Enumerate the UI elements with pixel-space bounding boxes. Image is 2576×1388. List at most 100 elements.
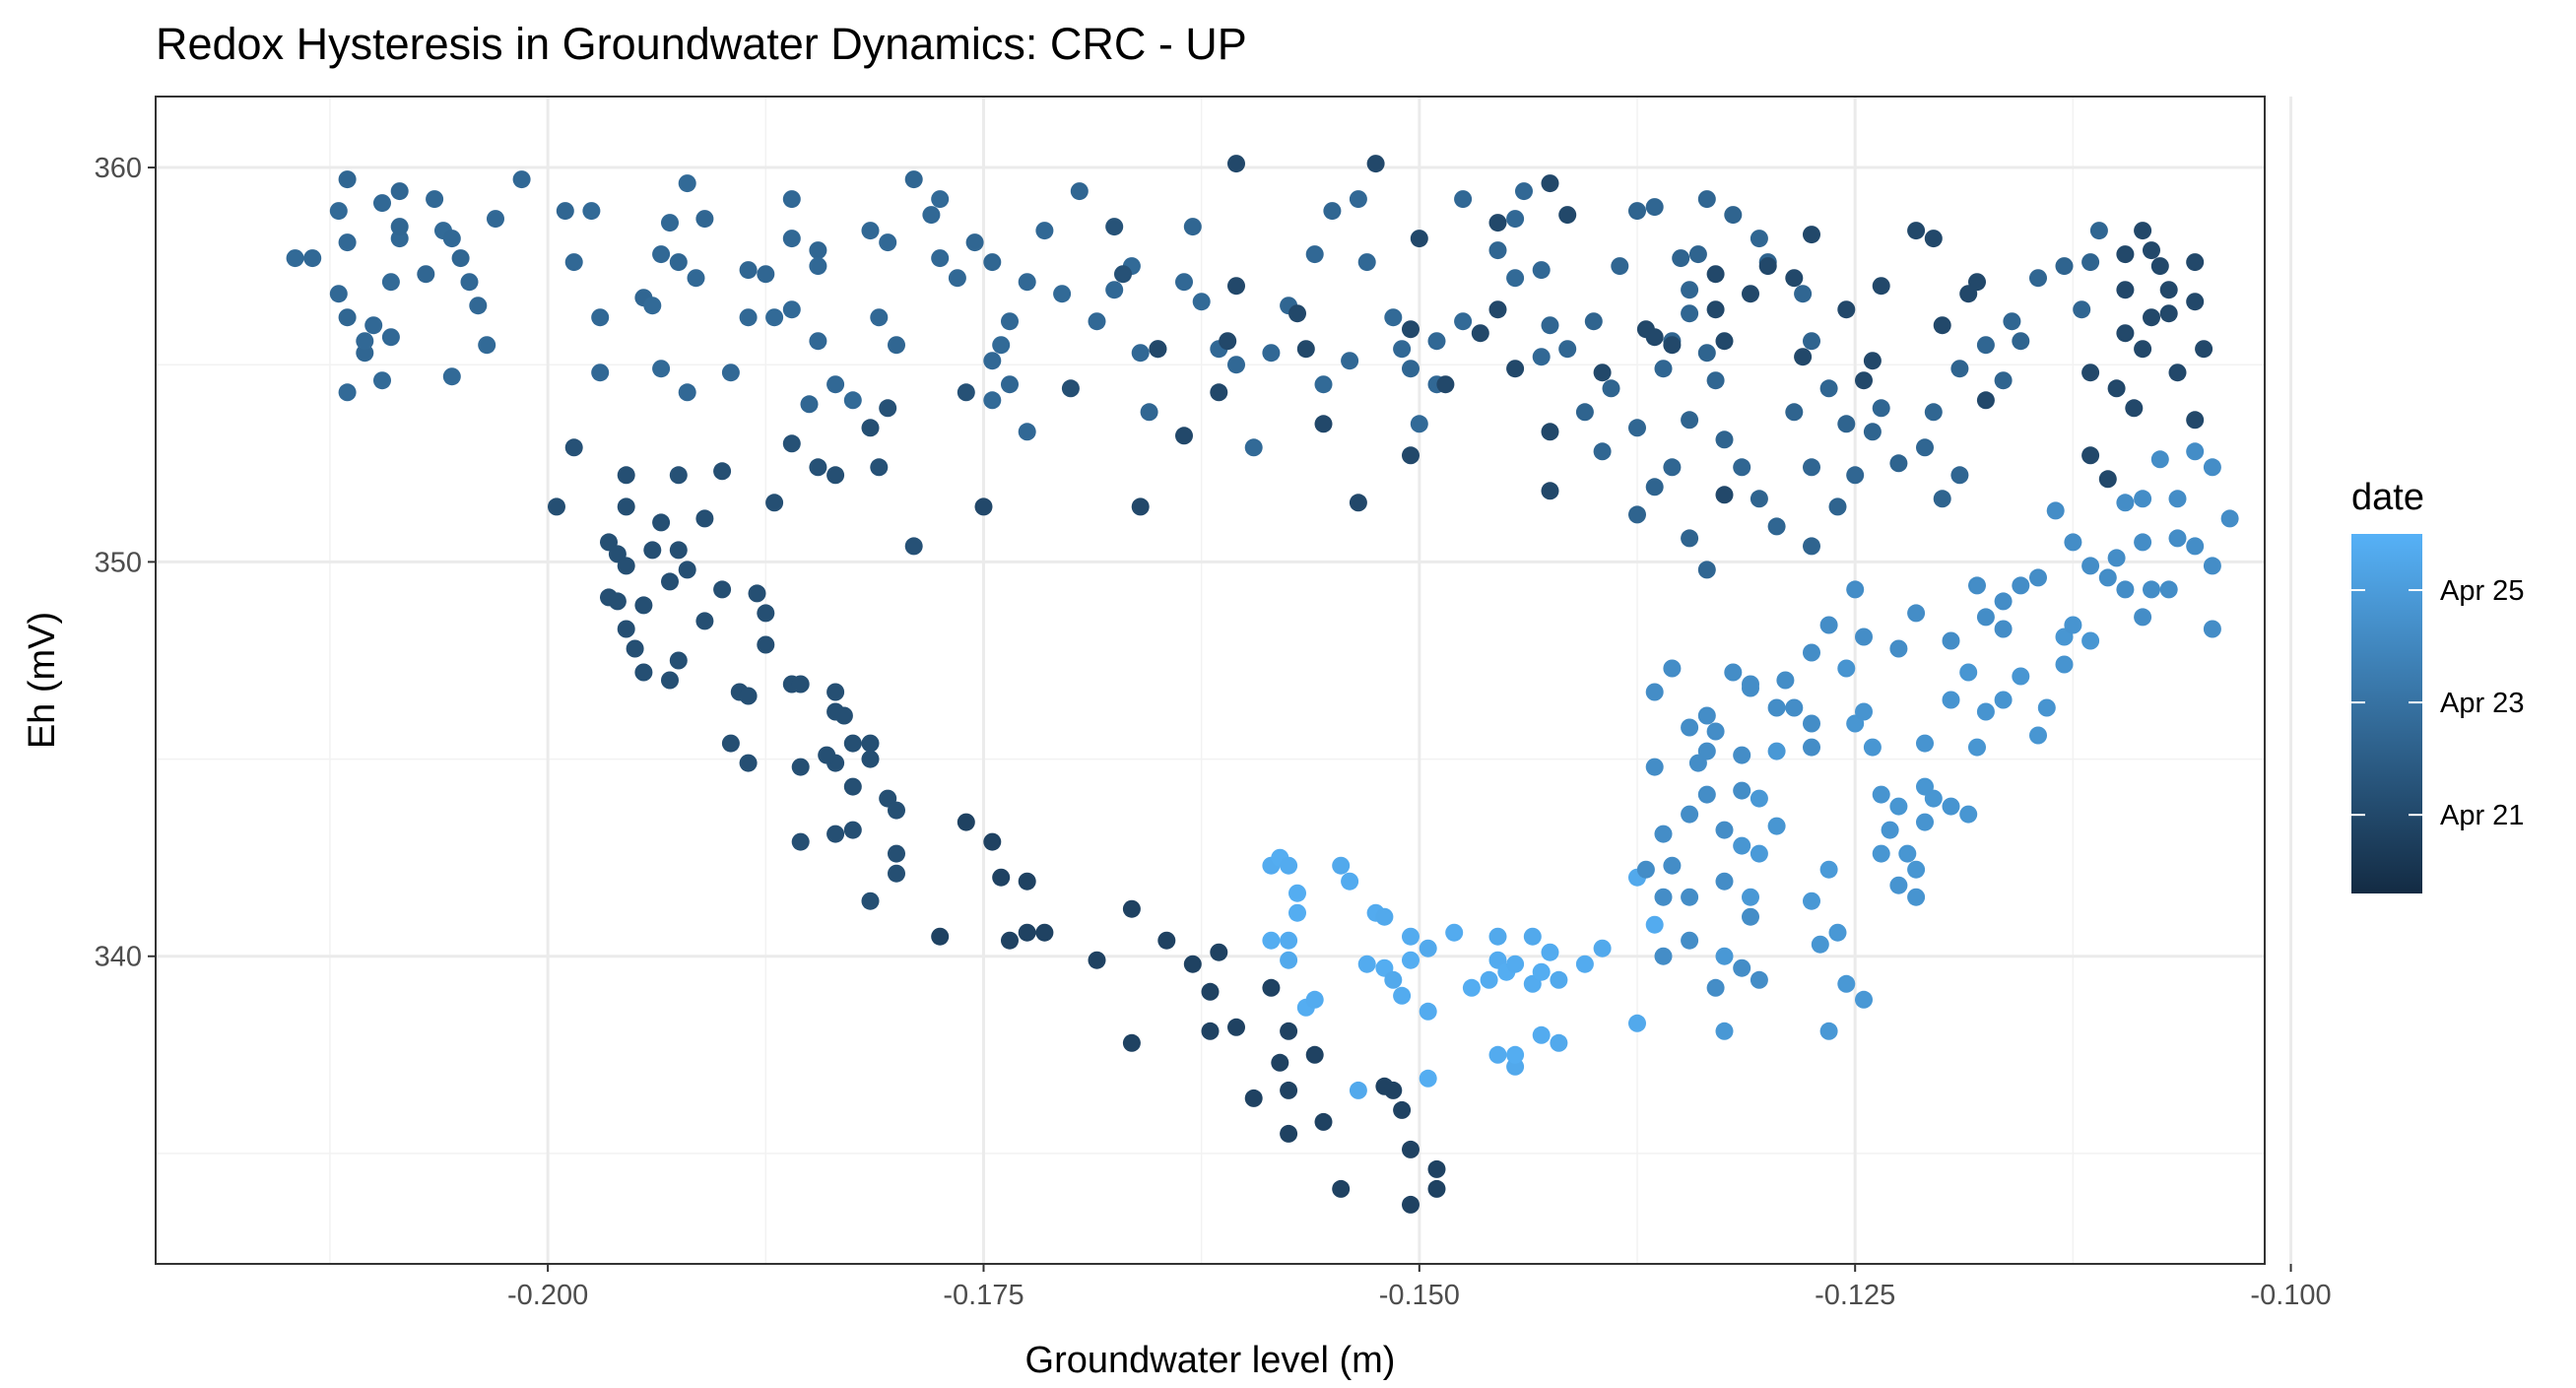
data-point (1898, 844, 1917, 863)
data-point (1288, 884, 1306, 902)
data-point (1819, 616, 1838, 634)
data-point (2012, 576, 2030, 595)
legend-ticks: Apr 21 Apr 23 Apr 25 (2351, 575, 2524, 831)
data-point (1375, 907, 1394, 926)
data-point (2186, 293, 2205, 311)
data-point (1427, 1179, 1446, 1198)
data-point (1175, 273, 1193, 292)
data-point (1811, 935, 1829, 954)
data-point (626, 639, 644, 658)
data-point (2195, 340, 2213, 359)
data-point (643, 297, 662, 315)
data-point (1575, 955, 1594, 973)
data-point (888, 864, 905, 883)
data-point (1149, 340, 1167, 359)
data-point (1305, 990, 1324, 1009)
data-point (1863, 352, 1882, 370)
data-point (1611, 257, 1629, 276)
data-point (634, 596, 653, 615)
data-point (1663, 856, 1682, 875)
data-point (843, 821, 862, 839)
data-point (1959, 805, 1978, 824)
x-tick-label: -0.175 (943, 1280, 1024, 1311)
data-point (1681, 805, 1699, 824)
data-point (1210, 383, 1228, 402)
x-tick-label: -0.100 (2250, 1280, 2331, 1311)
data-point (1881, 821, 1899, 839)
data-point (329, 202, 348, 221)
data-point (1733, 746, 1751, 764)
data-point (809, 458, 827, 477)
data-point (1863, 423, 1882, 441)
data-point (1636, 320, 1655, 339)
x-tick-label: -0.125 (1815, 1280, 1895, 1311)
data-point (695, 612, 714, 630)
data-point (373, 194, 391, 213)
legend-tick-label: Apr 25 (2440, 575, 2524, 607)
data-point (931, 927, 950, 946)
data-point (2029, 726, 2047, 745)
data-point (1402, 1140, 1420, 1158)
data-point (782, 190, 801, 209)
plot-panel (156, 97, 2265, 1264)
data-point (1837, 659, 1856, 678)
data-point (1750, 789, 1768, 808)
data-point (338, 383, 357, 402)
data-point (1427, 332, 1446, 351)
data-point (1688, 245, 1707, 264)
data-points (286, 155, 2239, 1214)
data-point (1462, 978, 1481, 997)
data-point (888, 801, 905, 820)
data-point (1715, 332, 1734, 351)
data-point (1672, 249, 1690, 268)
data-point (356, 332, 374, 351)
data-point (564, 253, 583, 272)
data-point (957, 383, 975, 402)
data-point (1803, 226, 1820, 244)
data-point (922, 206, 941, 225)
data-point (739, 687, 758, 705)
data-point (582, 202, 601, 221)
data-point (2143, 241, 2160, 260)
data-point (1602, 379, 1620, 398)
data-point (1706, 371, 1725, 390)
data-point (2116, 324, 2135, 343)
data-point (1654, 947, 1673, 965)
data-point (983, 832, 1002, 851)
data-point (643, 541, 662, 560)
data-point (1419, 1002, 1437, 1021)
data-point (1053, 285, 1072, 303)
data-point (843, 777, 862, 796)
data-point (1349, 494, 1367, 512)
data-point (1088, 312, 1106, 331)
data-point (1357, 253, 1376, 272)
data-point (757, 265, 775, 284)
data-point (1819, 1022, 1838, 1040)
data-point (1488, 927, 1507, 946)
data-point (1593, 939, 1612, 958)
data-point (1122, 1033, 1141, 1052)
data-point (661, 572, 679, 591)
data-point (2143, 308, 2160, 327)
data-point (1767, 742, 1786, 760)
data-point (1280, 856, 1298, 875)
data-point (2107, 549, 2126, 567)
data-point (661, 214, 679, 232)
data-point (1758, 257, 1777, 276)
data-point (1872, 399, 1890, 418)
data-point (992, 868, 1011, 887)
data-point (1950, 466, 1969, 485)
data-point (1402, 951, 1420, 969)
data-point (1471, 324, 1489, 343)
data-point (861, 222, 880, 240)
data-point (381, 328, 400, 347)
data-point (1950, 360, 1969, 378)
data-point (442, 367, 461, 386)
data-point (1855, 702, 1873, 721)
data-point (1750, 230, 1768, 248)
data-point (1219, 332, 1237, 351)
data-point (1244, 438, 1263, 457)
data-point (390, 182, 409, 201)
data-point (1384, 308, 1403, 327)
data-point (870, 458, 889, 477)
